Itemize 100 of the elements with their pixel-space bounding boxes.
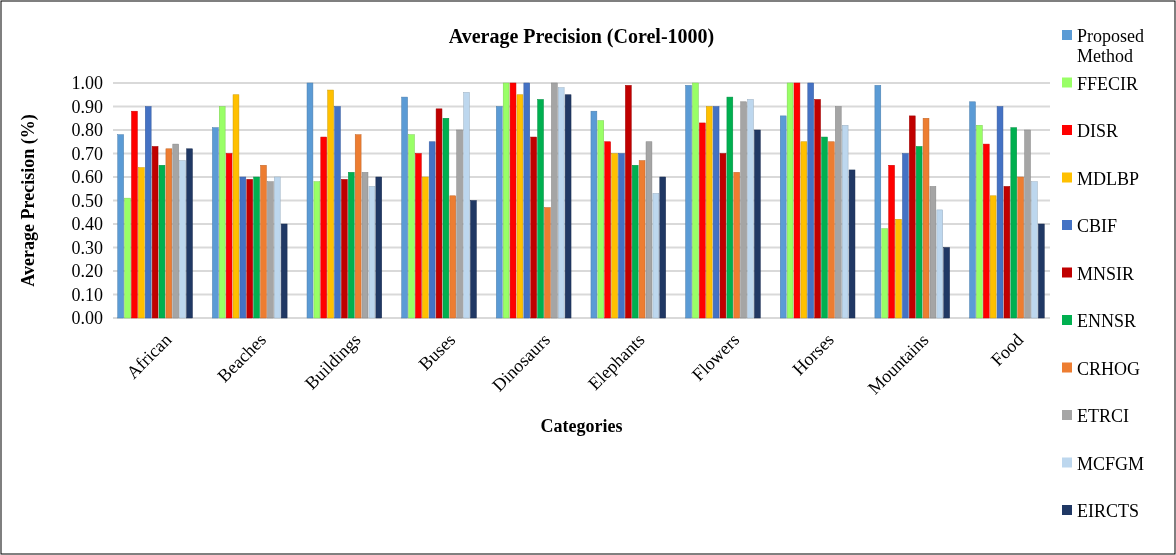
bar [848, 169, 856, 319]
bar [334, 106, 341, 319]
legend-label: EIRCTS [1077, 501, 1140, 522]
bar [544, 207, 551, 319]
bar [516, 94, 524, 319]
bar [442, 118, 450, 319]
bar [1010, 127, 1017, 319]
y-tick-label: 0.40 [71, 214, 103, 235]
bar [165, 148, 173, 319]
bar [179, 160, 186, 319]
chart-title: Average Precision (Corel-1000) [448, 25, 715, 48]
bar [551, 82, 558, 319]
bar [983, 143, 990, 319]
bar [943, 247, 950, 319]
bar [145, 106, 152, 319]
bar [280, 223, 288, 319]
bar [422, 176, 429, 319]
bar [246, 179, 253, 319]
bar [172, 143, 179, 319]
bar [590, 110, 598, 319]
y-tick-label: 1.00 [71, 73, 103, 94]
bar [874, 85, 882, 319]
bar [976, 125, 983, 319]
bar [401, 96, 408, 319]
bar [239, 176, 247, 319]
y-tick-label: 0.10 [71, 284, 103, 305]
bar [828, 141, 835, 319]
bar [929, 186, 937, 319]
bar [348, 172, 355, 319]
bar [625, 85, 632, 319]
bar [754, 129, 761, 319]
bar [219, 106, 226, 319]
bar [786, 82, 794, 319]
bar [470, 200, 477, 319]
legend-label: MDLBP [1077, 168, 1140, 189]
bar [800, 141, 808, 319]
y-tick-label: 0.50 [71, 190, 103, 211]
bar [306, 82, 314, 319]
bar [652, 193, 660, 319]
y-tick-label: 0.00 [71, 308, 103, 329]
bar [807, 82, 814, 319]
bar [888, 165, 895, 319]
bar [408, 134, 415, 319]
y-axis-title: Average Precision (%) [18, 114, 39, 287]
bar [881, 228, 888, 319]
bar [989, 195, 997, 319]
bar [895, 219, 902, 319]
bar [835, 106, 842, 319]
bar [341, 179, 348, 319]
bar [361, 172, 369, 319]
bar [537, 99, 544, 319]
bar [685, 85, 692, 319]
bar [740, 101, 747, 319]
legend-label: DISR [1077, 121, 1119, 142]
bar [232, 94, 240, 319]
bar [841, 125, 849, 319]
bar [638, 160, 646, 319]
y-tick-label: 0.90 [71, 96, 103, 117]
bar [428, 141, 436, 319]
bar [151, 146, 159, 319]
bar [706, 106, 713, 319]
bar [564, 94, 572, 319]
bar [902, 153, 909, 319]
bar [415, 153, 422, 319]
bar [320, 136, 327, 319]
bar [313, 181, 321, 319]
bar [138, 167, 145, 319]
bar [726, 96, 734, 319]
bar [733, 172, 740, 319]
bar [611, 153, 618, 319]
bar [659, 176, 666, 319]
bar [463, 92, 470, 319]
bar [692, 82, 699, 319]
legend-label: CBIF [1077, 216, 1118, 237]
legend-label: CRHOG [1077, 358, 1141, 379]
bar [996, 106, 1004, 319]
x-axis-title: Categories [540, 416, 623, 436]
bar [523, 82, 530, 319]
y-tick-label: 0.20 [71, 261, 103, 282]
bar [712, 106, 720, 319]
bar [274, 176, 281, 319]
bar [1038, 223, 1045, 319]
legend-label: ETRCI [1077, 406, 1129, 427]
bar [821, 136, 828, 319]
bar [253, 176, 260, 319]
bar [368, 186, 376, 319]
bar [456, 129, 463, 319]
legend-label: MCFGM [1077, 453, 1145, 474]
bar [117, 134, 124, 319]
bar [699, 122, 706, 319]
bar [327, 89, 334, 319]
bar [449, 195, 456, 319]
legend-label: ENNSR [1077, 311, 1137, 332]
bar [558, 87, 565, 319]
bar [496, 106, 503, 319]
legend-label: MNSIR [1077, 263, 1135, 284]
bar [604, 141, 611, 319]
legend-label: FFECIR [1077, 73, 1139, 94]
bar [260, 165, 267, 319]
bar [618, 153, 625, 319]
